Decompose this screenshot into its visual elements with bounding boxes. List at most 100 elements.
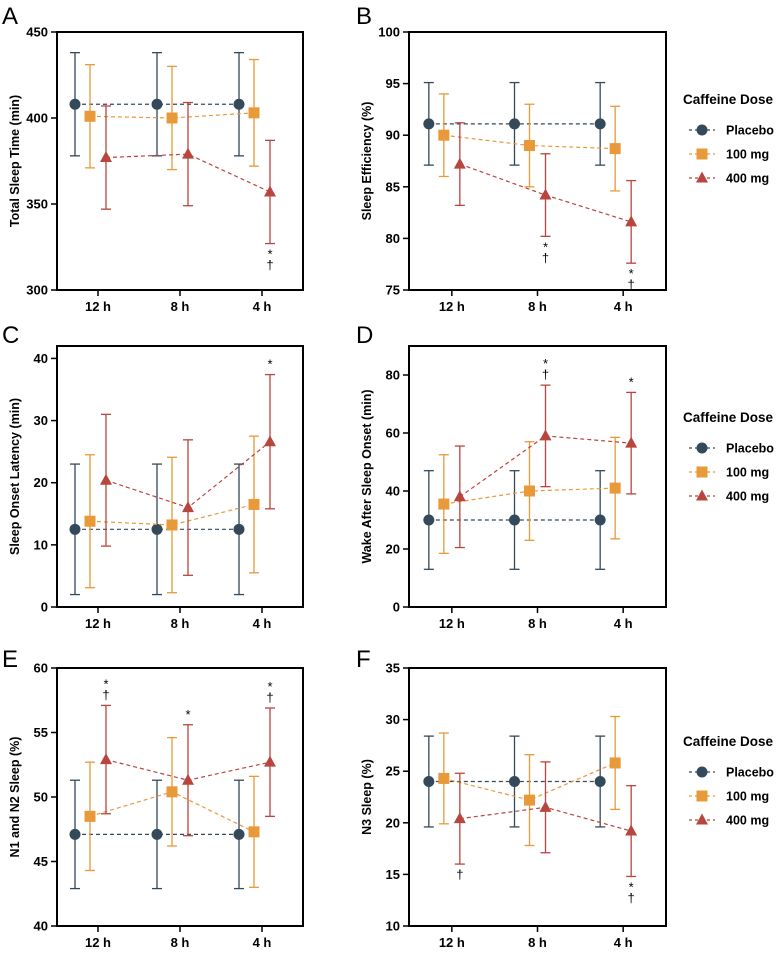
x-tick-label: 12 h: [85, 299, 111, 314]
x-tick-label: 8 h: [171, 299, 190, 314]
data-point: [625, 215, 638, 227]
series-line: [89, 112, 255, 119]
panel-letter: D: [356, 322, 373, 349]
legend-marker: [696, 124, 708, 136]
legend-marker: [696, 466, 708, 478]
data-point: [509, 514, 520, 526]
data-point: [264, 185, 276, 197]
legend-label: 400 mg: [726, 490, 769, 504]
significance-mark: *: [543, 356, 548, 371]
y-tick-label: 400: [26, 111, 48, 126]
x-tick-label: 8 h: [528, 935, 547, 950]
y-tick-label: 450: [26, 25, 48, 40]
panel-letter: C: [2, 322, 19, 349]
x-tick-label: 8 h: [171, 935, 190, 950]
significance-mark: †: [628, 890, 635, 905]
data-point: [84, 810, 96, 822]
y-tick-label: 0: [393, 600, 400, 615]
significance-mark: *: [103, 676, 108, 691]
data-point: [182, 501, 194, 513]
series-100-mg: [84, 435, 260, 594]
x-tick-label: 12 h: [439, 935, 465, 950]
data-point: [100, 753, 112, 765]
data-point: [594, 514, 606, 526]
data-point: [438, 772, 450, 784]
significance-mark: †: [542, 250, 549, 265]
significance-mark: *: [629, 266, 634, 281]
legend-title: Caffeine Dose: [683, 734, 774, 749]
series-100-mg: [84, 737, 260, 888]
data-point: [84, 515, 96, 527]
x-tick-label: 4 h: [614, 299, 633, 314]
y-tick-label: 40: [34, 919, 48, 934]
data-point: [84, 110, 96, 122]
y-tick-label: 55: [34, 725, 48, 740]
y-tick-label: 20: [386, 542, 400, 557]
legend-entry-placebo: Placebo: [689, 766, 774, 780]
legend-entry-100-mg: 100 mg: [689, 466, 769, 480]
significance-mark: †: [628, 277, 635, 292]
data-point: [69, 98, 81, 110]
panel-letter: A: [2, 3, 18, 30]
plot-frame: [408, 345, 667, 608]
data-point: [182, 773, 194, 785]
significance-mark: *: [629, 879, 634, 894]
x-tick-label: 12 h: [85, 616, 111, 631]
legend-marker: [696, 790, 708, 802]
y-axis-label: Wake After Sleep Onset (min): [360, 389, 374, 563]
legend-entry-100-mg: 100 mg: [689, 148, 769, 162]
panel-letter: B: [356, 3, 372, 30]
x-tick-label: 4 h: [253, 616, 272, 631]
y-tick-label: 85: [386, 179, 400, 194]
panel-b: B 75 80 85 90 95 100 12 h 8 h 4 h Sleep Efficiency…: [356, 3, 667, 314]
legend-label: 100 mg: [726, 148, 769, 162]
legend-entry-400-mg: 400 mg: [689, 171, 769, 186]
legend-label: Placebo: [726, 766, 774, 780]
series-line: [443, 762, 616, 801]
series-placebo: [423, 470, 606, 570]
plot-frame: [408, 31, 667, 291]
data-point: [609, 143, 621, 155]
panel-a: A 300 350 400 450 12 h 8 h 4 h Total Sleep Time …: [2, 3, 304, 314]
x-tick-label: 8 h: [171, 616, 190, 631]
x-tick-label: 12 h: [439, 616, 465, 631]
legend-label: 100 mg: [726, 466, 769, 480]
legend-entry-400-mg: 400 mg: [689, 489, 769, 504]
data-point: [453, 812, 466, 824]
series-400-mg: [453, 122, 638, 264]
data-point: [524, 140, 535, 152]
series-400-mg: [100, 704, 276, 837]
y-axis-label: N1 and N2 Sleep (%): [8, 737, 22, 858]
data-point: [264, 755, 276, 767]
y-tick-label: 10: [34, 537, 48, 552]
y-tick-label: 95: [386, 76, 400, 91]
x-tick-label: 12 h: [85, 935, 111, 950]
y-tick-label: 10: [386, 919, 400, 934]
data-point: [100, 473, 112, 485]
data-point: [69, 523, 81, 535]
x-tick-label: 4 h: [614, 616, 633, 631]
data-point: [594, 118, 606, 130]
legend-label: Placebo: [726, 124, 774, 138]
data-point: [182, 147, 194, 159]
series-400-mg: [100, 373, 276, 576]
legend: Caffeine Dose Placebo 100 mg 400 mg: [683, 734, 774, 828]
legend-entry-100-mg: 100 mg: [689, 790, 769, 804]
data-point: [509, 118, 520, 130]
plot-frame: [56, 31, 304, 291]
y-tick-label: 45: [34, 854, 48, 869]
significance-mark: *: [543, 239, 548, 254]
significance-mark: *: [185, 707, 190, 722]
series-100-mg: [84, 58, 260, 171]
plot-frame: [56, 345, 304, 608]
x-tick-label: 8 h: [528, 299, 547, 314]
y-tick-label: 20: [386, 815, 400, 830]
data-point: [539, 800, 552, 812]
data-point: [453, 157, 466, 169]
legend-marker: [696, 148, 708, 160]
data-point: [524, 485, 535, 497]
legend-label: 400 mg: [726, 814, 769, 828]
y-tick-label: 30: [386, 712, 400, 727]
